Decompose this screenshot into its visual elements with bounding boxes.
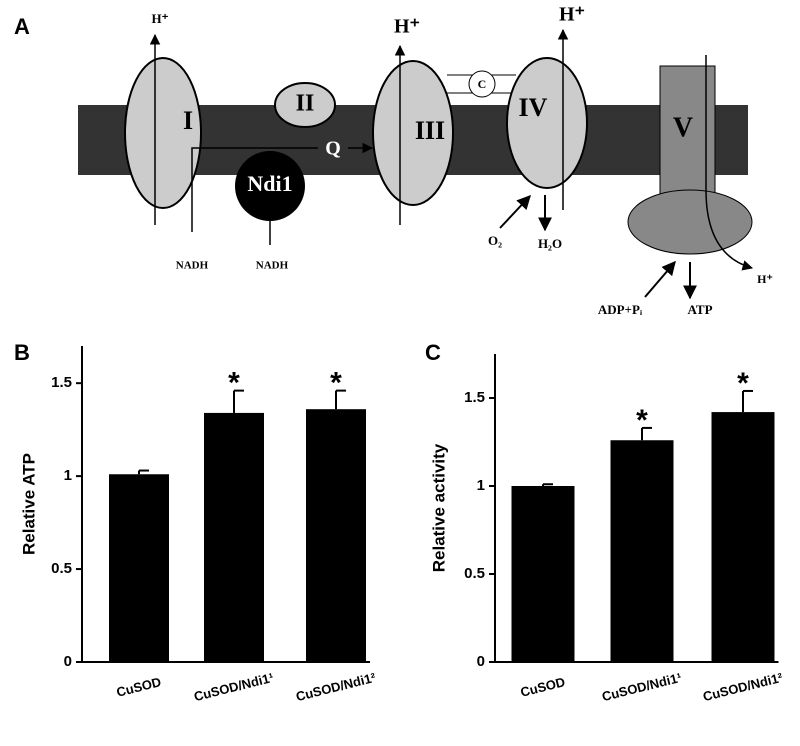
x-tick-label: CuSOD bbox=[519, 674, 567, 700]
proton-label: H⁺ bbox=[757, 272, 773, 286]
significance-label: * bbox=[636, 404, 648, 437]
y-tick-label: 1 bbox=[64, 467, 72, 484]
x-tick-label: CuSOD/Ndi1¹ bbox=[600, 670, 683, 704]
x-tick-label: CuSOD/Ndi1² bbox=[294, 670, 377, 704]
nadh-label: NADH bbox=[256, 260, 289, 272]
y-tick-label: 1 bbox=[477, 477, 485, 494]
y-tick-label: 0.5 bbox=[464, 565, 485, 582]
significance-label: * bbox=[737, 367, 749, 400]
y-axis-label: Relative ATP bbox=[19, 453, 38, 555]
y-tick-label: 0.5 bbox=[51, 560, 72, 577]
atp-label: ATP bbox=[687, 302, 712, 317]
y-tick-label: 0 bbox=[64, 653, 72, 670]
adp-label: ADP+Pᵢ bbox=[598, 302, 643, 317]
y-axis-label: Relative activity bbox=[429, 443, 448, 572]
cytochrome-c bbox=[468, 70, 496, 98]
complex-label: IV bbox=[519, 93, 548, 122]
bar bbox=[204, 412, 264, 662]
panel-label: A bbox=[14, 14, 30, 39]
nadh-label: NADH bbox=[176, 260, 209, 272]
panel-label: C bbox=[425, 340, 441, 365]
oxygen-label: O₂ bbox=[488, 233, 502, 248]
bar bbox=[511, 486, 575, 662]
panel-a: A V I H⁺ II Q Ndi1 NADH NADH III H⁺ C bbox=[14, 4, 773, 317]
complex-i bbox=[124, 57, 202, 209]
x-tick-label: CuSOD/Ndi1¹ bbox=[192, 670, 275, 704]
bar bbox=[109, 474, 169, 662]
significance-label: * bbox=[330, 367, 342, 400]
significance-label: * bbox=[228, 367, 240, 400]
bar bbox=[610, 440, 674, 662]
panel-label: B bbox=[14, 340, 30, 365]
complex-iv bbox=[506, 57, 588, 189]
complex-iii bbox=[372, 60, 454, 206]
bar bbox=[306, 409, 366, 662]
cytochrome-c-label: C bbox=[478, 77, 487, 91]
y-tick-label: 1.5 bbox=[464, 389, 485, 406]
proton-label: H⁺ bbox=[152, 11, 169, 26]
complex-label: V bbox=[673, 112, 693, 143]
quinone-label: Q bbox=[325, 138, 341, 160]
bar bbox=[711, 412, 775, 662]
arrow bbox=[499, 194, 531, 229]
complex-ii bbox=[274, 82, 336, 128]
complex-label: I bbox=[183, 106, 193, 135]
electron-path bbox=[191, 142, 374, 232]
water-label: H₂O bbox=[538, 236, 562, 251]
y-tick-label: 1.5 bbox=[51, 374, 72, 391]
complex-label: II bbox=[296, 91, 315, 117]
proton-label: H⁺ bbox=[559, 4, 585, 26]
arrow bbox=[644, 260, 676, 298]
ndi1 bbox=[235, 151, 305, 221]
y-tick-label: 0 bbox=[477, 653, 485, 670]
complex-label: III bbox=[415, 116, 445, 145]
ndi1-label: Ndi1 bbox=[247, 171, 292, 196]
arrow bbox=[705, 55, 754, 271]
label-bg bbox=[318, 138, 348, 160]
proton-label: H⁺ bbox=[394, 16, 420, 38]
complex-v-head bbox=[627, 189, 753, 255]
x-tick-label: CuSOD/Ndi1² bbox=[701, 670, 784, 704]
x-tick-label: CuSOD bbox=[115, 674, 163, 700]
